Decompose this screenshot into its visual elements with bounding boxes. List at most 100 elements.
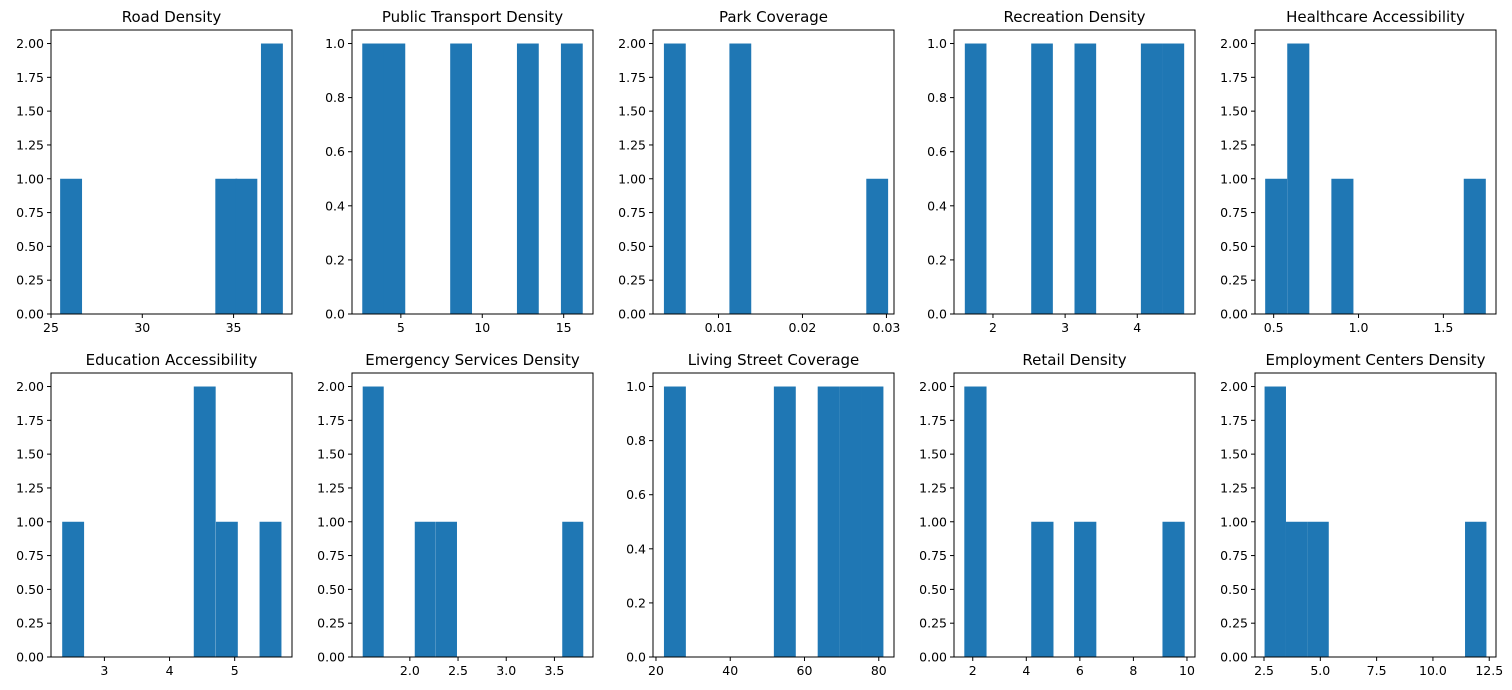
- y-tick-label: 0.25: [919, 616, 947, 631]
- x-tick-label: 5.0: [1310, 663, 1330, 678]
- y-tick-label: 1.75: [618, 70, 646, 85]
- histogram-bar: [663, 386, 686, 657]
- y-tick-label: 0.25: [1220, 616, 1248, 631]
- axes-frame: [652, 372, 895, 658]
- y-tick-label: 1.0: [626, 379, 646, 394]
- x-tick-label: 3.0: [496, 663, 516, 678]
- y-tick-label: 0.00: [618, 307, 646, 322]
- x-tick-label: 1.5: [1433, 320, 1453, 335]
- axes-frame: [953, 29, 1196, 315]
- y-tick-label: 0.50: [919, 582, 947, 597]
- histogram-bar: [260, 43, 283, 315]
- y-tick-label: 0.50: [317, 582, 345, 597]
- histogram-bar: [964, 386, 987, 657]
- y-tick-label: 1.25: [618, 137, 646, 152]
- histogram-bar: [1264, 386, 1286, 657]
- y-tick-label: 1.50: [16, 104, 44, 119]
- x-tick-label: 10.0: [1419, 663, 1447, 678]
- x-tick-label: 2: [989, 320, 997, 335]
- y-tick-label: 1.75: [16, 413, 44, 428]
- y-tick-label: 1.00: [1220, 171, 1248, 186]
- histogram-bar: [383, 43, 406, 315]
- x-tick-label: 4: [166, 663, 174, 678]
- histogram-bar: [1265, 178, 1288, 314]
- y-tick-label: 0.00: [16, 650, 44, 665]
- y-tick-label: 1.50: [1220, 447, 1248, 462]
- chart-title: Healthcare Accessibility: [1286, 8, 1465, 26]
- y-tick-label: 0.2: [626, 595, 646, 610]
- y-tick-label: 1.00: [919, 514, 947, 529]
- y-tick-label: 1.00: [16, 514, 44, 529]
- subplot-8: Living Street Coverage 20 40 60 80 0.0 0.2 0.4 0…: [626, 351, 895, 678]
- subplot-2: Public Transport Density 5 10 15 0.0 0.2 0.4 0.…: [325, 8, 594, 335]
- axes-frame: [1254, 29, 1497, 315]
- y-tick-label: 1.50: [1220, 104, 1248, 119]
- chart-title: Recreation Density: [1003, 8, 1145, 26]
- histogram-bar: [259, 521, 282, 657]
- x-tick-label: 8: [1129, 663, 1137, 678]
- histogram-bar: [435, 521, 457, 657]
- y-tick-label: 0.6: [626, 487, 646, 502]
- axes-frame: [351, 372, 594, 658]
- y-tick-label: 1.75: [317, 413, 345, 428]
- chart-title: Employment Centers Density: [1266, 351, 1486, 369]
- y-tick-label: 0.4: [927, 198, 947, 213]
- x-tick-label: 35: [226, 320, 242, 335]
- y-tick-label: 0.25: [16, 616, 44, 631]
- histogram-bar: [560, 43, 583, 315]
- x-tick-label: 2.0: [400, 663, 420, 678]
- y-tick-label: 0.50: [1220, 582, 1248, 597]
- histogram-bar: [193, 386, 216, 657]
- y-tick-label: 1.50: [317, 447, 345, 462]
- y-tick-label: 1.50: [16, 447, 44, 462]
- x-tick-label: 15: [556, 320, 572, 335]
- y-tick-label: 0.25: [1220, 273, 1248, 288]
- x-tick-label: 3: [1061, 320, 1069, 335]
- x-tick-label: 6: [1076, 663, 1084, 678]
- x-tick-label: 5: [231, 663, 239, 678]
- x-tick-label: 0.5: [1264, 320, 1284, 335]
- y-tick-label: 0.4: [626, 541, 646, 556]
- axes-frame: [953, 372, 1196, 658]
- chart-title: Park Coverage: [719, 8, 828, 26]
- histogram-bar: [1465, 521, 1487, 657]
- y-tick-label: 1.75: [16, 70, 44, 85]
- x-tick-label: 20: [648, 663, 664, 678]
- y-tick-label: 0.6: [325, 144, 345, 159]
- histogram-bar: [1463, 178, 1486, 314]
- y-tick-label: 2.00: [1220, 379, 1248, 394]
- x-tick-label: 25: [43, 320, 59, 335]
- x-tick-label: 30: [134, 320, 150, 335]
- y-tick-label: 0.25: [16, 273, 44, 288]
- chart-title: Retail Density: [1022, 351, 1126, 369]
- y-tick-label: 0.75: [1220, 548, 1248, 563]
- y-tick-label: 1.25: [317, 480, 345, 495]
- histogram-bar: [62, 521, 85, 657]
- histogram-bar: [362, 43, 385, 315]
- histogram-bar: [1031, 521, 1054, 657]
- histogram-bar: [235, 178, 258, 314]
- subplot-6: Education Accessibility 3 4 5 0.00 0.25 0.50 0.…: [16, 351, 293, 678]
- chart-title: Living Street Coverage: [688, 351, 860, 369]
- subplot-9: Retail Density 2 4 6 8 10 0.00 0.25 0.50 0.75 1.00…: [919, 351, 1196, 678]
- x-tick-label: 7.5: [1367, 663, 1387, 678]
- y-tick-label: 0.50: [16, 239, 44, 254]
- y-tick-label: 1.00: [1220, 514, 1248, 529]
- histogram-bar: [215, 178, 238, 314]
- y-tick-label: 1.50: [919, 447, 947, 462]
- y-tick-label: 0.00: [317, 650, 345, 665]
- y-tick-label: 0.0: [626, 650, 646, 665]
- histogram-bar: [1031, 43, 1053, 315]
- axes-frame: [50, 372, 293, 658]
- subplot-3: Park Coverage 0.01 0.02 0.03 0.00 0.25 0.50 0.7…: [618, 8, 900, 335]
- y-tick-label: 0.0: [325, 307, 345, 322]
- x-tick-label: 3: [100, 663, 108, 678]
- y-tick-label: 2.00: [317, 379, 345, 394]
- x-tick-label: 4: [1133, 320, 1141, 335]
- y-tick-label: 1.25: [16, 137, 44, 152]
- histogram-bar: [964, 43, 987, 315]
- histogram-bar: [1307, 521, 1329, 657]
- subplot-1: Road Density 25 30 35 0.00 0.25 0.50 0.75 1.00 1.…: [16, 8, 293, 335]
- histogram-bar: [215, 521, 238, 657]
- axes-frame: [652, 29, 895, 315]
